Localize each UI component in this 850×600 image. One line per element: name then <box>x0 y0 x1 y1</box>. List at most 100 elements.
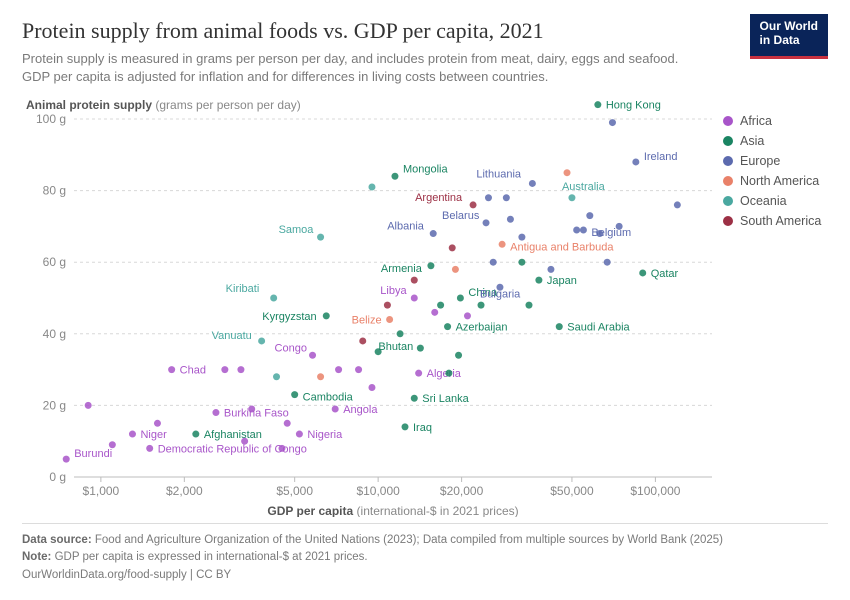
data-point[interactable] <box>270 295 277 302</box>
legend-label[interactable]: Africa <box>740 114 772 128</box>
data-point[interactable] <box>455 352 462 359</box>
data-point[interactable] <box>444 323 451 330</box>
data-point[interactable] <box>518 234 525 241</box>
data-point[interactable] <box>507 216 514 223</box>
data-point[interactable] <box>594 101 601 108</box>
data-point[interactable] <box>129 431 136 438</box>
data-point[interactable] <box>490 259 497 266</box>
data-point[interactable] <box>309 352 316 359</box>
legend-label[interactable]: South America <box>740 214 821 228</box>
legend-label[interactable]: North America <box>740 174 819 188</box>
data-point[interactable] <box>464 312 471 319</box>
data-point[interactable] <box>674 202 681 209</box>
data-point[interactable] <box>457 295 464 302</box>
data-point[interactable] <box>168 366 175 373</box>
data-point[interactable] <box>499 241 506 248</box>
data-point[interactable] <box>580 227 587 234</box>
data-point[interactable] <box>258 338 265 345</box>
data-point[interactable] <box>604 259 611 266</box>
owid-logo: Our World in Data <box>750 14 828 59</box>
y-tick-label: 80 g <box>43 184 66 198</box>
data-point[interactable] <box>154 420 161 427</box>
data-point[interactable] <box>192 431 199 438</box>
data-point[interactable] <box>237 366 244 373</box>
data-point[interactable] <box>503 194 510 201</box>
data-point[interactable] <box>427 262 434 269</box>
data-point[interactable] <box>368 184 375 191</box>
data-point[interactable] <box>355 366 362 373</box>
data-point[interactable] <box>445 370 452 377</box>
data-point[interactable] <box>402 423 409 430</box>
x-axis-title: GDP per capita (international-$ in 2021 … <box>267 504 518 517</box>
data-point[interactable] <box>296 431 303 438</box>
data-point-label: Japan <box>547 275 577 287</box>
data-point[interactable] <box>616 223 623 230</box>
data-point-label: Cambodia <box>303 392 354 404</box>
data-point[interactable] <box>452 266 459 273</box>
data-point[interactable] <box>415 370 422 377</box>
data-point-label: Kiribati <box>226 283 260 295</box>
data-point[interactable] <box>470 202 477 209</box>
legend-label[interactable]: Oceania <box>740 194 787 208</box>
data-point[interactable] <box>437 302 444 309</box>
data-point[interactable] <box>332 406 339 413</box>
data-point-label: Belize <box>352 315 382 327</box>
data-point[interactable] <box>368 384 375 391</box>
data-point[interactable] <box>317 234 324 241</box>
data-point[interactable] <box>273 373 280 380</box>
data-point[interactable] <box>63 456 70 463</box>
data-point[interactable] <box>417 345 424 352</box>
data-point[interactable] <box>384 302 391 309</box>
data-point[interactable] <box>483 219 490 226</box>
data-point[interactable] <box>564 169 571 176</box>
data-point[interactable] <box>85 402 92 409</box>
data-point[interactable] <box>386 316 393 323</box>
data-point-label: Nigeria <box>307 429 343 441</box>
data-point[interactable] <box>241 438 248 445</box>
data-point[interactable] <box>391 173 398 180</box>
data-point[interactable] <box>518 259 525 266</box>
data-point[interactable] <box>586 212 593 219</box>
data-point[interactable] <box>317 373 324 380</box>
data-point[interactable] <box>449 244 456 251</box>
data-point-label: Chad <box>180 365 206 377</box>
data-point[interactable] <box>411 395 418 402</box>
data-point[interactable] <box>359 338 366 345</box>
data-point[interactable] <box>525 302 532 309</box>
legend-swatch <box>723 216 733 226</box>
data-point[interactable] <box>146 445 153 452</box>
data-point[interactable] <box>535 277 542 284</box>
data-point[interactable] <box>609 119 616 126</box>
data-point[interactable] <box>547 266 554 273</box>
data-point[interactable] <box>221 366 228 373</box>
data-point-label: Burkina Faso <box>224 408 289 420</box>
data-point[interactable] <box>291 391 298 398</box>
data-point[interactable] <box>568 194 575 201</box>
legend-label[interactable]: Europe <box>740 154 780 168</box>
data-point-label: Australia <box>562 181 606 193</box>
data-point[interactable] <box>411 277 418 284</box>
data-point[interactable] <box>323 312 330 319</box>
data-point[interactable] <box>529 180 536 187</box>
data-point[interactable] <box>212 409 219 416</box>
data-point[interactable] <box>632 159 639 166</box>
data-point[interactable] <box>335 366 342 373</box>
data-point[interactable] <box>556 323 563 330</box>
legend-label[interactable]: Asia <box>740 134 764 148</box>
data-point[interactable] <box>485 194 492 201</box>
data-point[interactable] <box>430 230 437 237</box>
legend-swatch <box>723 176 733 186</box>
data-point[interactable] <box>596 230 603 237</box>
data-point[interactable] <box>639 270 646 277</box>
data-point[interactable] <box>478 302 485 309</box>
data-point[interactable] <box>573 227 580 234</box>
data-point[interactable] <box>248 406 255 413</box>
data-point[interactable] <box>431 309 438 316</box>
data-point[interactable] <box>278 445 285 452</box>
data-point[interactable] <box>109 441 116 448</box>
data-point-label: Mongolia <box>403 163 449 175</box>
data-point[interactable] <box>397 330 404 337</box>
data-point[interactable] <box>284 420 291 427</box>
legend-swatch <box>723 116 733 126</box>
data-point[interactable] <box>411 295 418 302</box>
